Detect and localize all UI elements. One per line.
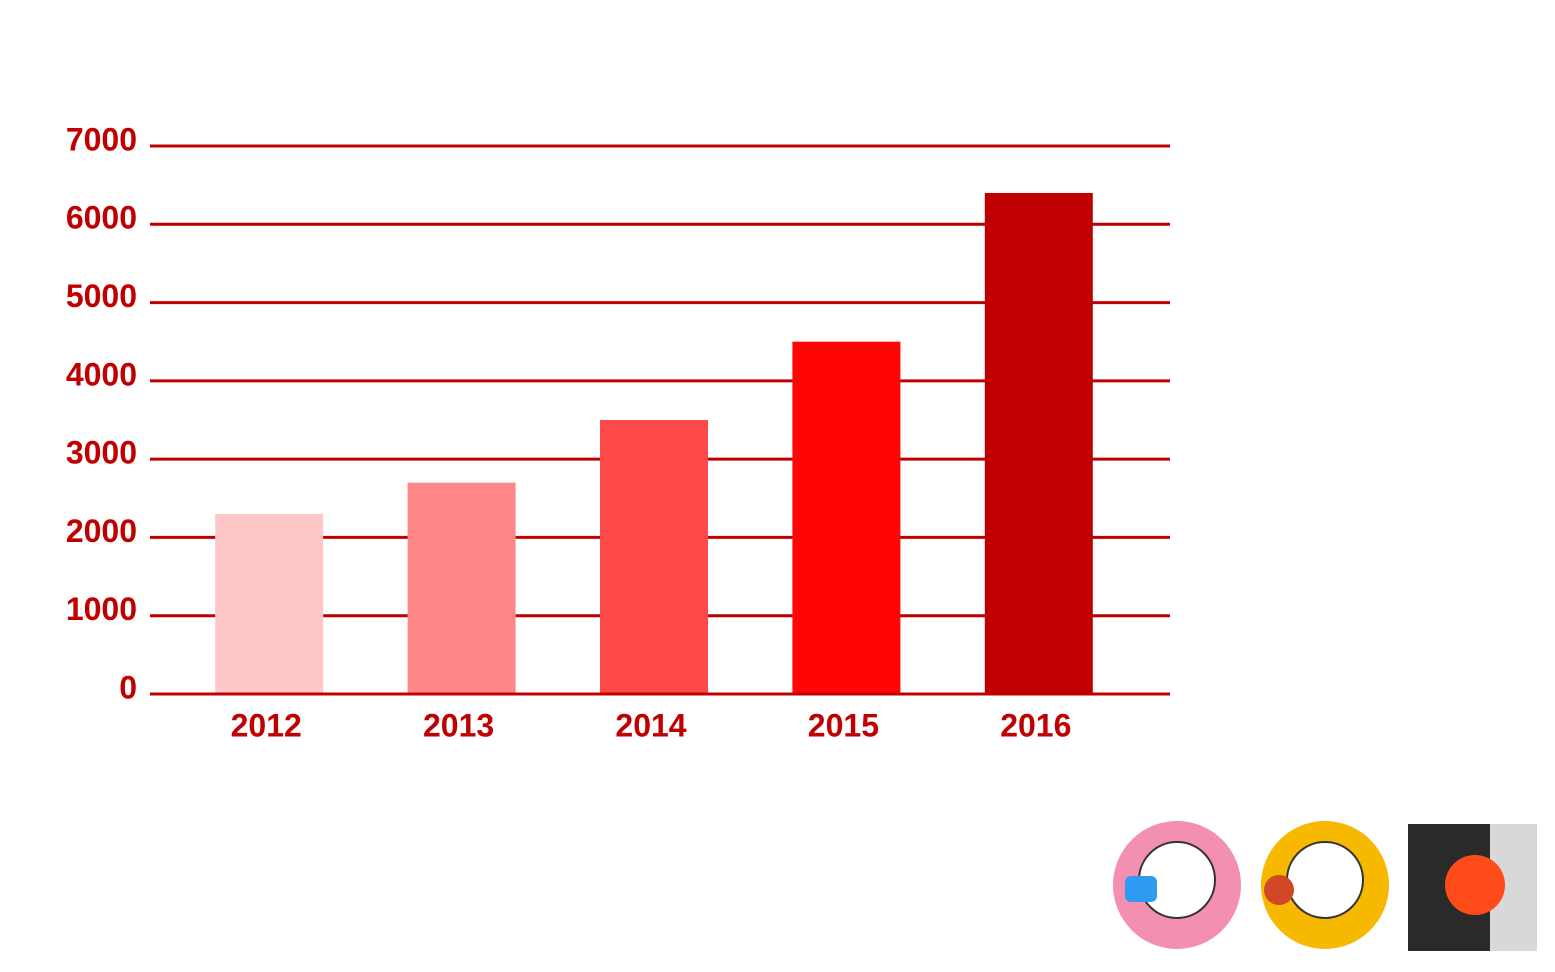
y-tick-label: 4000 — [66, 356, 137, 392]
y-tick-label: 5000 — [66, 278, 137, 314]
y-tick-label: 2000 — [66, 513, 137, 549]
y-tick-label: 1000 — [66, 591, 137, 627]
avatar-icon — [1264, 875, 1294, 905]
avatar-face — [1286, 841, 1364, 919]
avatar-icon — [1125, 876, 1157, 902]
x-tick-label: 2016 — [1000, 707, 1071, 743]
x-tick-label: 2013 — [423, 707, 494, 743]
y-tick-label: 0 — [119, 669, 137, 705]
y-tick-label: 7000 — [66, 121, 137, 157]
x-tick-label: 2012 — [231, 707, 302, 743]
avatar-face — [1445, 855, 1505, 915]
bar — [407, 482, 516, 693]
y-tick-label: 3000 — [66, 435, 137, 471]
bar — [215, 513, 324, 693]
bar — [792, 341, 901, 693]
bar — [600, 420, 708, 693]
avatars — [1113, 821, 1537, 951]
bar — [984, 192, 1093, 693]
x-tick-label: 2014 — [615, 707, 686, 743]
y-tick-label: 6000 — [66, 200, 137, 236]
x-tick-label: 2015 — [808, 707, 879, 743]
